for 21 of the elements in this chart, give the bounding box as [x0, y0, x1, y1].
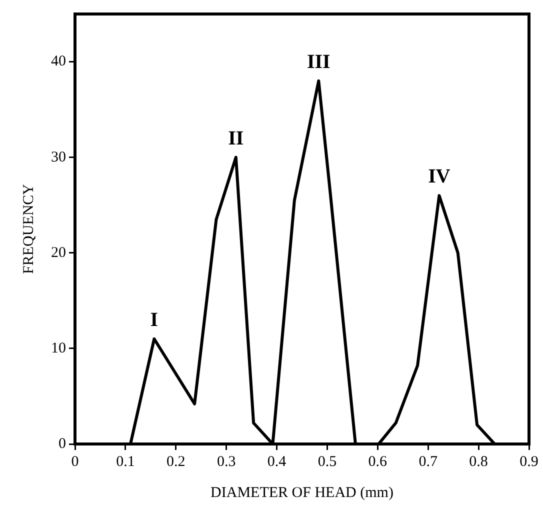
- annotation: II: [228, 128, 244, 150]
- x-tick-label: 0.4: [267, 454, 287, 470]
- y-tick-label: 10: [51, 340, 66, 356]
- y-axis-title: FREQUENCY: [20, 184, 37, 274]
- y-tick-label: 20: [51, 244, 66, 261]
- y-tick-label: 0: [58, 436, 66, 452]
- x-tick-label: 0.2: [166, 454, 186, 470]
- x-tick-label: 0.1: [116, 454, 135, 470]
- y-tick-label: 30: [51, 149, 66, 166]
- x-axis-title: DIAMETER OF HEAD (mm): [210, 484, 394, 501]
- annotation: III: [306, 51, 331, 74]
- x-tick-label: 0.6: [368, 454, 388, 470]
- x-tick-label: 0.8: [469, 454, 488, 470]
- y-tick-label: 40: [51, 54, 66, 70]
- x-tick-label: 0.5: [318, 454, 337, 470]
- x-tick-label: 0.9: [520, 454, 538, 470]
- x-tick-label: 0.3: [216, 454, 236, 470]
- x-tick-label: 0.7: [418, 454, 438, 470]
- annotation: IV: [428, 166, 451, 188]
- x-tick-label: 0: [71, 454, 79, 470]
- annotation: I: [150, 309, 158, 332]
